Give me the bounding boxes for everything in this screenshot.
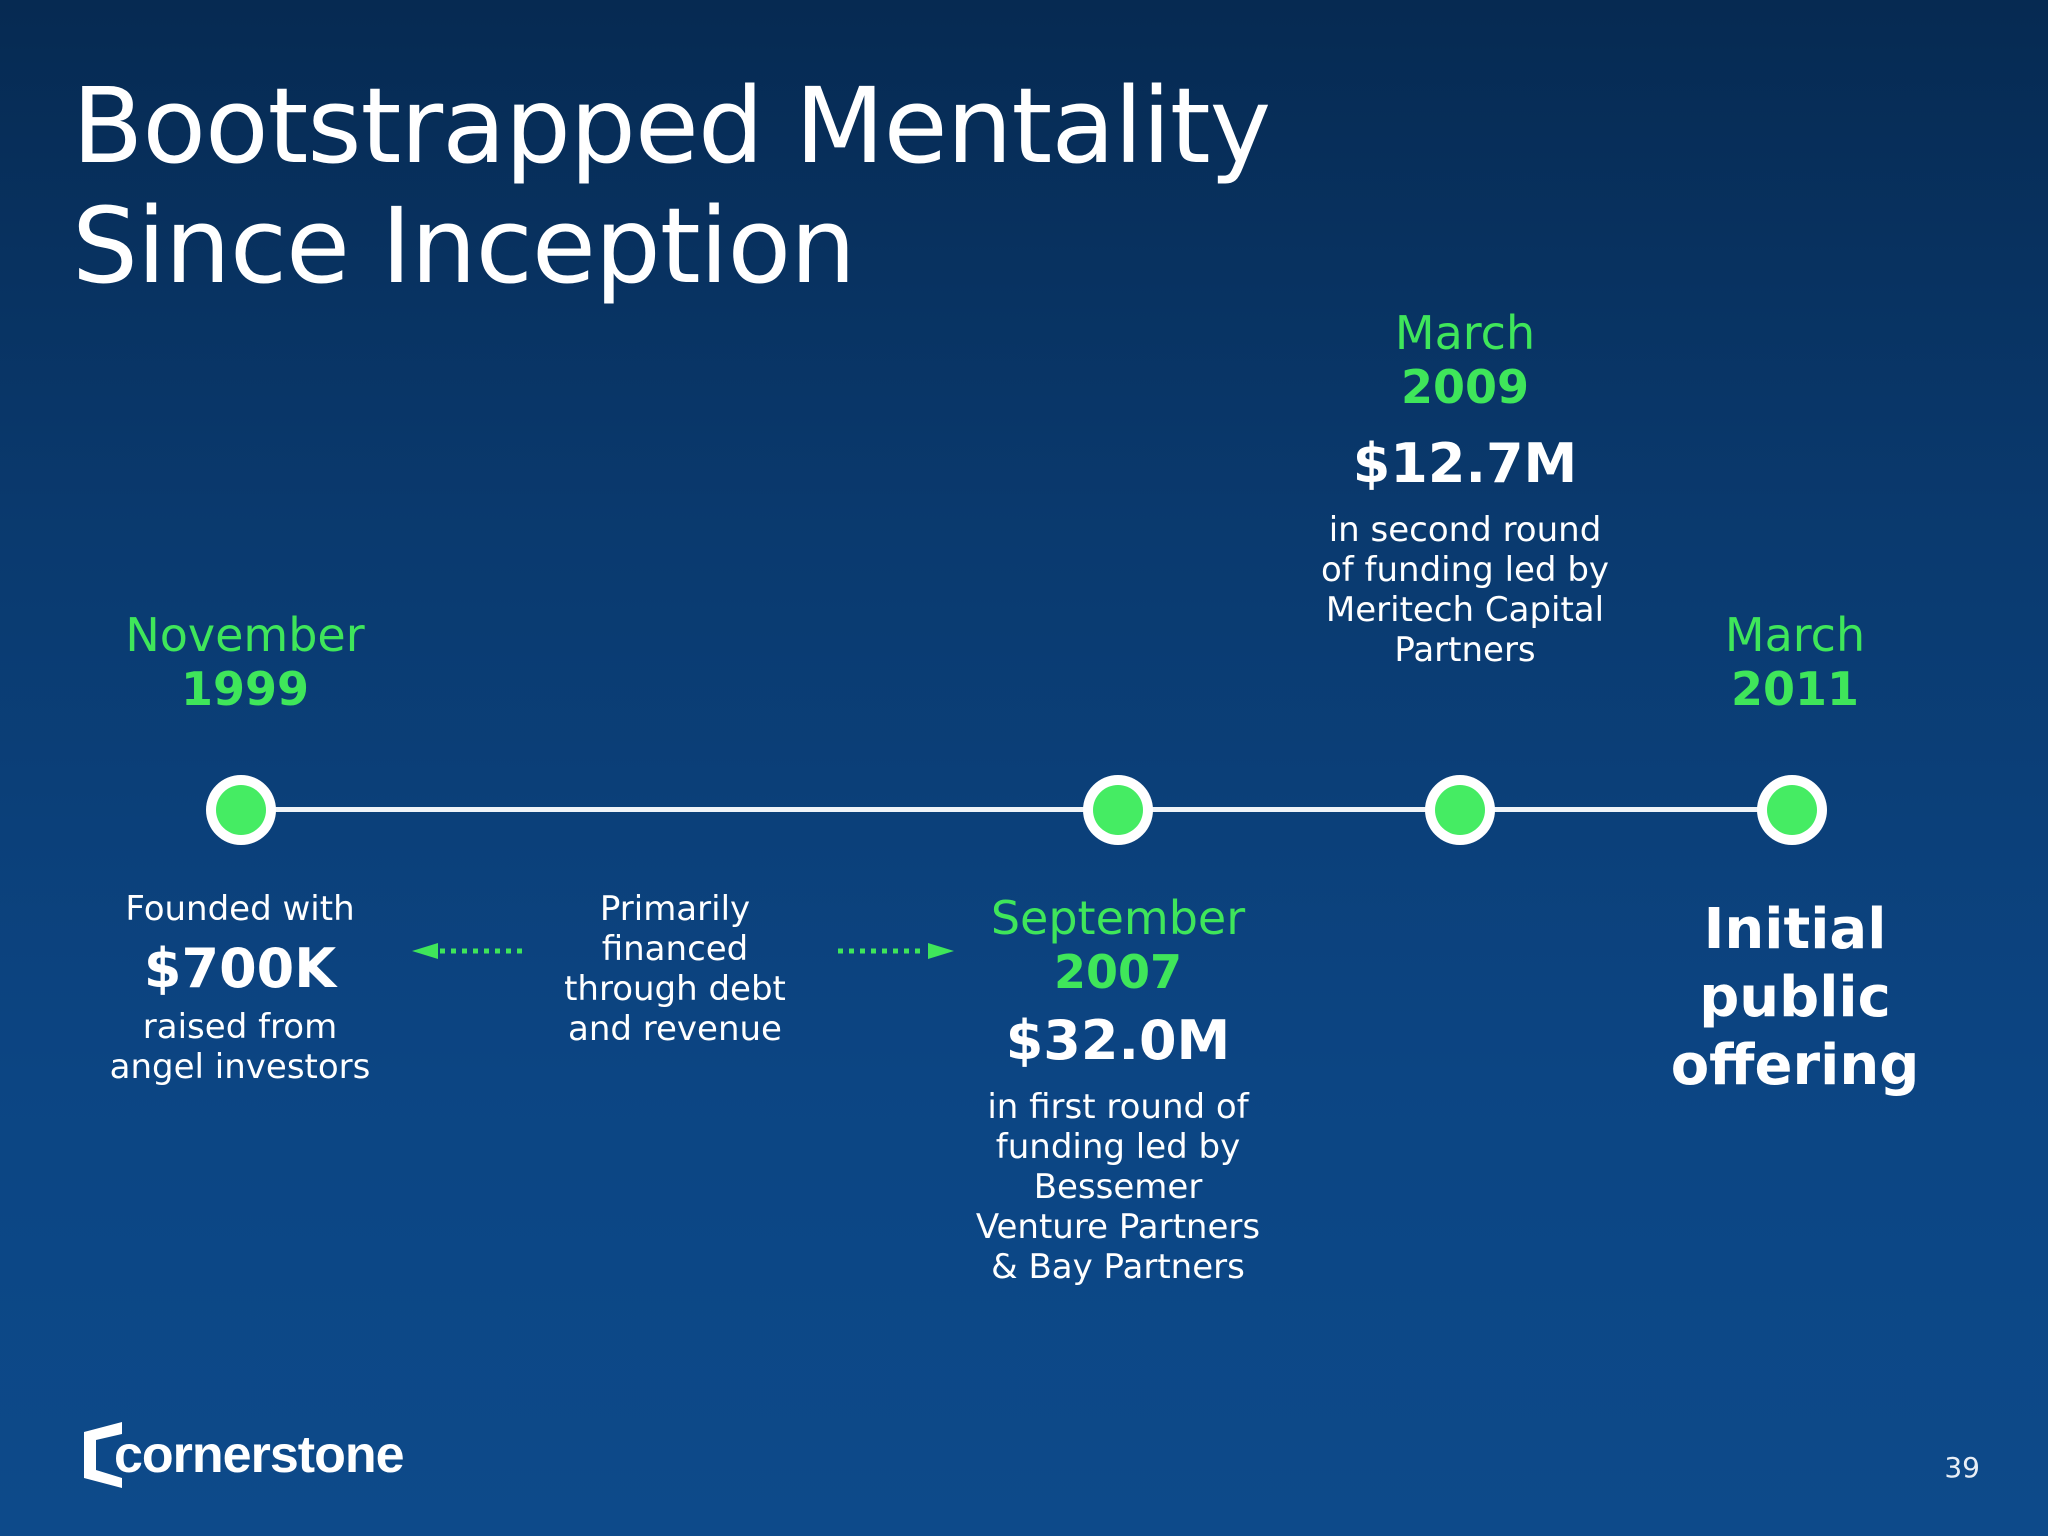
milestone-amount: $12.7M [1352, 432, 1578, 495]
milestone-1999-details: Founded with $700K raised from angel inv… [90, 889, 390, 1087]
interim-note-line: financed [601, 929, 749, 969]
timeline-node-2011 [1757, 775, 1827, 845]
milestone-amount: $32.0M [1005, 1009, 1231, 1072]
milestone-month: November [125, 608, 365, 662]
milestone-2007: September 2007 $32.0M in first round of … [960, 891, 1276, 1287]
milestone-year: 2009 [1400, 360, 1530, 414]
interim-note-line: and revenue [568, 1009, 782, 1049]
slide-title-line-1: Bootstrapped Mentality [72, 65, 1271, 187]
milestone-month: March [1724, 608, 1866, 662]
milestone-description-line: in second round [1328, 510, 1602, 550]
interim-note-line: Primarily [599, 889, 751, 929]
milestone-description-line: Meritech Capital [1325, 590, 1605, 630]
milestone-description-line: Venture Partners [975, 1207, 1261, 1247]
interim-note-line: through debt [564, 969, 786, 1009]
milestone-description-line: raised from [142, 1007, 338, 1047]
ipo-line: Initial public [1699, 897, 1891, 1030]
milestone-year: 1999 [180, 662, 310, 716]
milestone-description-line: in first round of [987, 1087, 1249, 1127]
milestone-description-line: Bessemer [1033, 1167, 1203, 1207]
milestone-pre-text: Founded with [125, 889, 355, 929]
timeline-node-2007 [1083, 775, 1153, 845]
milestone-year: 2007 [1053, 945, 1183, 999]
slide-title: Bootstrapped Mentality Since Inception [72, 66, 1372, 306]
milestone-description-line: Partners [1394, 630, 1536, 670]
interim-note: Primarily financed through debt and reve… [545, 889, 805, 1049]
milestone-2011-date: March 2011 [1650, 608, 1940, 716]
milestone-year: 2011 [1730, 662, 1860, 716]
cornerstone-logo: cornerstone [78, 1420, 428, 1494]
milestone-month: March [1394, 306, 1536, 360]
svg-text:cornerstone: cornerstone [114, 1426, 404, 1484]
milestone-amount: $700K [143, 937, 337, 1000]
slide-title-line-2: Since Inception [72, 185, 856, 307]
timeline-line [240, 807, 1792, 812]
milestone-description-line: of funding led by [1320, 550, 1610, 590]
timeline-node-1999 [206, 775, 276, 845]
milestone-description-line: funding led by [995, 1127, 1241, 1167]
milestone-2009: March 2009 $12.7M in second round of fun… [1305, 306, 1625, 670]
milestone-2011-event: Initial public offering [1610, 896, 1980, 1100]
left-arrow-icon [412, 943, 524, 959]
right-arrow-icon [838, 943, 954, 959]
milestone-month: September [990, 891, 1246, 945]
timeline-node-2009 [1425, 775, 1495, 845]
milestone-description-line: angel investors [109, 1047, 371, 1087]
cornerstone-logo-mark: cornerstone [84, 1422, 405, 1488]
milestone-description-line: & Bay Partners [991, 1247, 1245, 1287]
ipo-line: offering [1670, 1033, 1920, 1098]
milestone-1999-date: November 1999 [90, 608, 400, 716]
page-number: 39 [1944, 1451, 1980, 1484]
